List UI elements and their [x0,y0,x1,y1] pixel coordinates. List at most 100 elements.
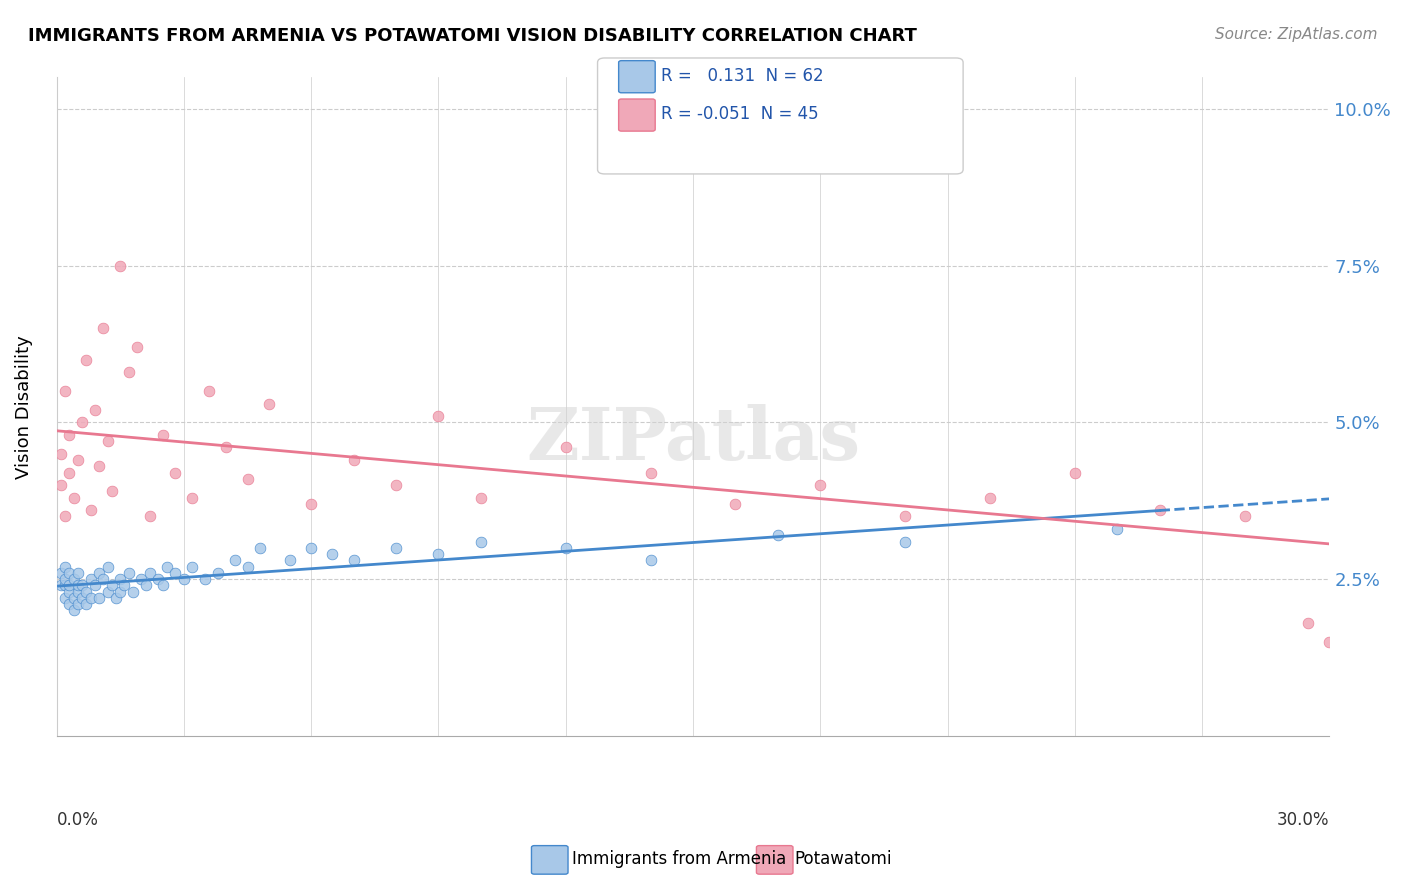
Point [139,509,162,524]
Point [66,566,89,580]
Point [118,365,141,379]
Text: Source: ZipAtlas.com: Source: ZipAtlas.com [1215,27,1378,42]
Point [70,591,93,605]
Point [894,509,917,524]
Point [181,491,204,505]
Point [236,472,259,486]
Point [165,566,187,580]
Point [249,541,271,555]
Point [808,478,831,492]
Point [194,572,217,586]
Point [53,509,76,524]
Text: IMMIGRANTS FROM ARMENIA VS POTAWATOMI VISION DISABILITY CORRELATION CHART: IMMIGRANTS FROM ARMENIA VS POTAWATOMI VI… [28,27,917,45]
Point [173,572,195,586]
Text: Immigrants from Armenia: Immigrants from Armenia [572,850,786,868]
Point [135,578,157,592]
Point [342,553,364,567]
Point [1063,466,1085,480]
Point [66,578,89,592]
Point [207,566,229,580]
Point [105,591,128,605]
Point [894,534,917,549]
Point [385,478,408,492]
Point [427,547,450,561]
Point [49,478,72,492]
Point [87,459,110,474]
Point [1296,615,1319,630]
Point [122,584,145,599]
Point [87,591,110,605]
Point [152,428,174,442]
Point [70,578,93,592]
Point [321,547,343,561]
Point [724,497,747,511]
Point [100,484,122,499]
Point [53,591,76,605]
Y-axis label: Vision Disability: Vision Disability [15,334,32,478]
Point [131,572,153,586]
Point [83,402,105,417]
Point [470,491,492,505]
Point [215,441,238,455]
Point [1107,522,1129,536]
Point [114,578,136,592]
Point [165,466,187,480]
Point [75,352,97,367]
Point [53,578,76,592]
Point [766,528,789,542]
Point [62,603,84,617]
Point [127,340,149,354]
Point [979,491,1001,505]
Point [148,572,170,586]
Point [1149,503,1171,517]
Point [79,503,101,517]
Point [49,578,72,592]
Point [79,572,101,586]
Point [53,559,76,574]
Text: R =   0.131  N = 62: R = 0.131 N = 62 [661,67,824,85]
Point [58,584,80,599]
Point [342,453,364,467]
Text: 30.0%: 30.0% [1277,811,1330,830]
Point [49,566,72,580]
Point [139,566,162,580]
Point [58,428,80,442]
Point [87,566,110,580]
Point [427,409,450,423]
Point [257,396,280,410]
Point [53,572,76,586]
Point [110,572,132,586]
Point [91,321,114,335]
Point [62,491,84,505]
Point [66,453,89,467]
Point [96,559,118,574]
Point [58,466,80,480]
Point [385,541,408,555]
Point [83,578,105,592]
Point [299,497,322,511]
Point [79,591,101,605]
Point [75,584,97,599]
Point [91,572,114,586]
Point [640,466,662,480]
Point [49,447,72,461]
Point [110,584,132,599]
Point [100,578,122,592]
Point [62,572,84,586]
Point [156,559,179,574]
Point [118,566,141,580]
Point [554,441,576,455]
Point [1233,509,1256,524]
Point [58,578,80,592]
Point [152,578,174,592]
Point [58,566,80,580]
Point [110,259,132,273]
Text: 0.0%: 0.0% [56,811,98,830]
Point [278,553,301,567]
Point [58,597,80,611]
Text: Potawatomi: Potawatomi [794,850,891,868]
Point [1361,491,1384,505]
Point [96,434,118,449]
Point [62,591,84,605]
Point [70,415,93,429]
